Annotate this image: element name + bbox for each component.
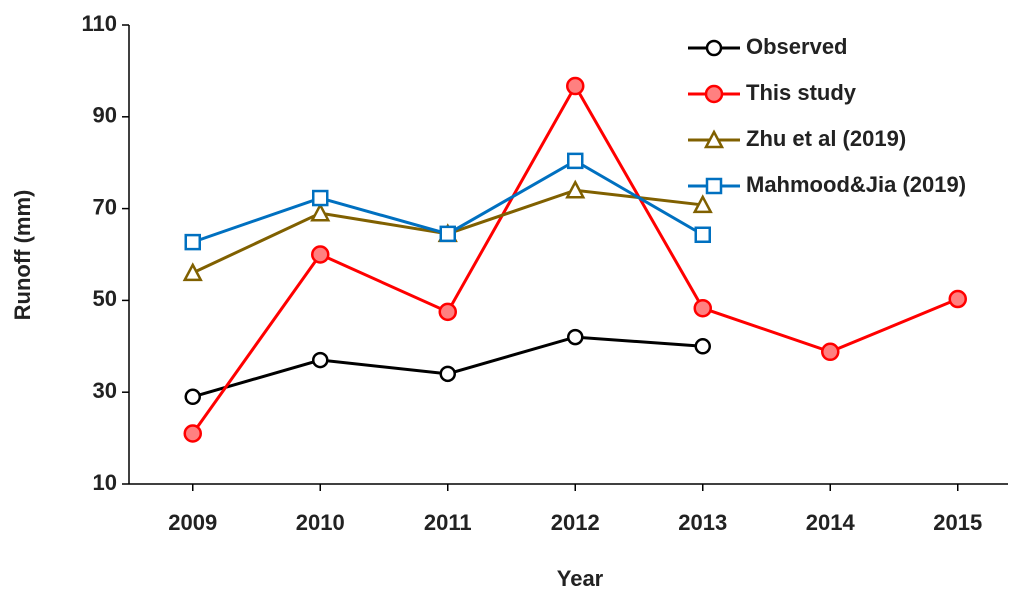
data-point [439,365,456,383]
data-point [310,202,331,222]
data-point [565,179,586,199]
legend-marker [703,129,725,149]
legend-label: Observed [746,34,848,59]
legend-marker [705,39,723,57]
x-tick-label: 2014 [806,510,856,535]
data-point [567,328,584,346]
data-point [438,302,457,322]
x-tick-label: 2012 [551,510,600,535]
data-point [694,338,711,355]
data-point [184,233,201,251]
y-tick-label: 70 [93,194,117,219]
y-tick-label: 30 [93,378,117,403]
data-point [311,245,330,264]
data-point [694,226,711,244]
data-point [567,152,584,170]
data-point [182,262,203,282]
x-tick-label: 2013 [678,510,727,535]
legend-label: This study [746,80,857,105]
legend-label: Zhu et al (2019) [746,126,906,151]
data-point [948,289,967,309]
data-point [693,298,712,318]
y-tick-label: 90 [93,103,117,128]
data-point [692,194,713,214]
y-tick-label: 50 [93,286,117,311]
x-tick-label: 2010 [296,510,345,535]
y-tick-label: 110 [82,11,118,36]
data-point [312,351,329,369]
legend-marker [704,84,724,104]
data-point [184,388,201,406]
data-point [566,76,585,96]
data-point [183,424,202,443]
data-point [312,189,329,207]
x-tick-label: 2009 [168,510,217,535]
data-point [439,225,456,243]
x-tick-label: 2015 [933,510,982,535]
legend-label: Mahmood&Jia (2019) [746,172,966,197]
data-point [821,342,840,362]
y-tick-label: 10 [93,470,117,495]
x-axis-title: Year [557,566,604,591]
y-axis-title: Runoff (mm) [10,190,35,321]
x-tick-label: 2011 [424,510,472,535]
legend-marker [705,177,723,195]
